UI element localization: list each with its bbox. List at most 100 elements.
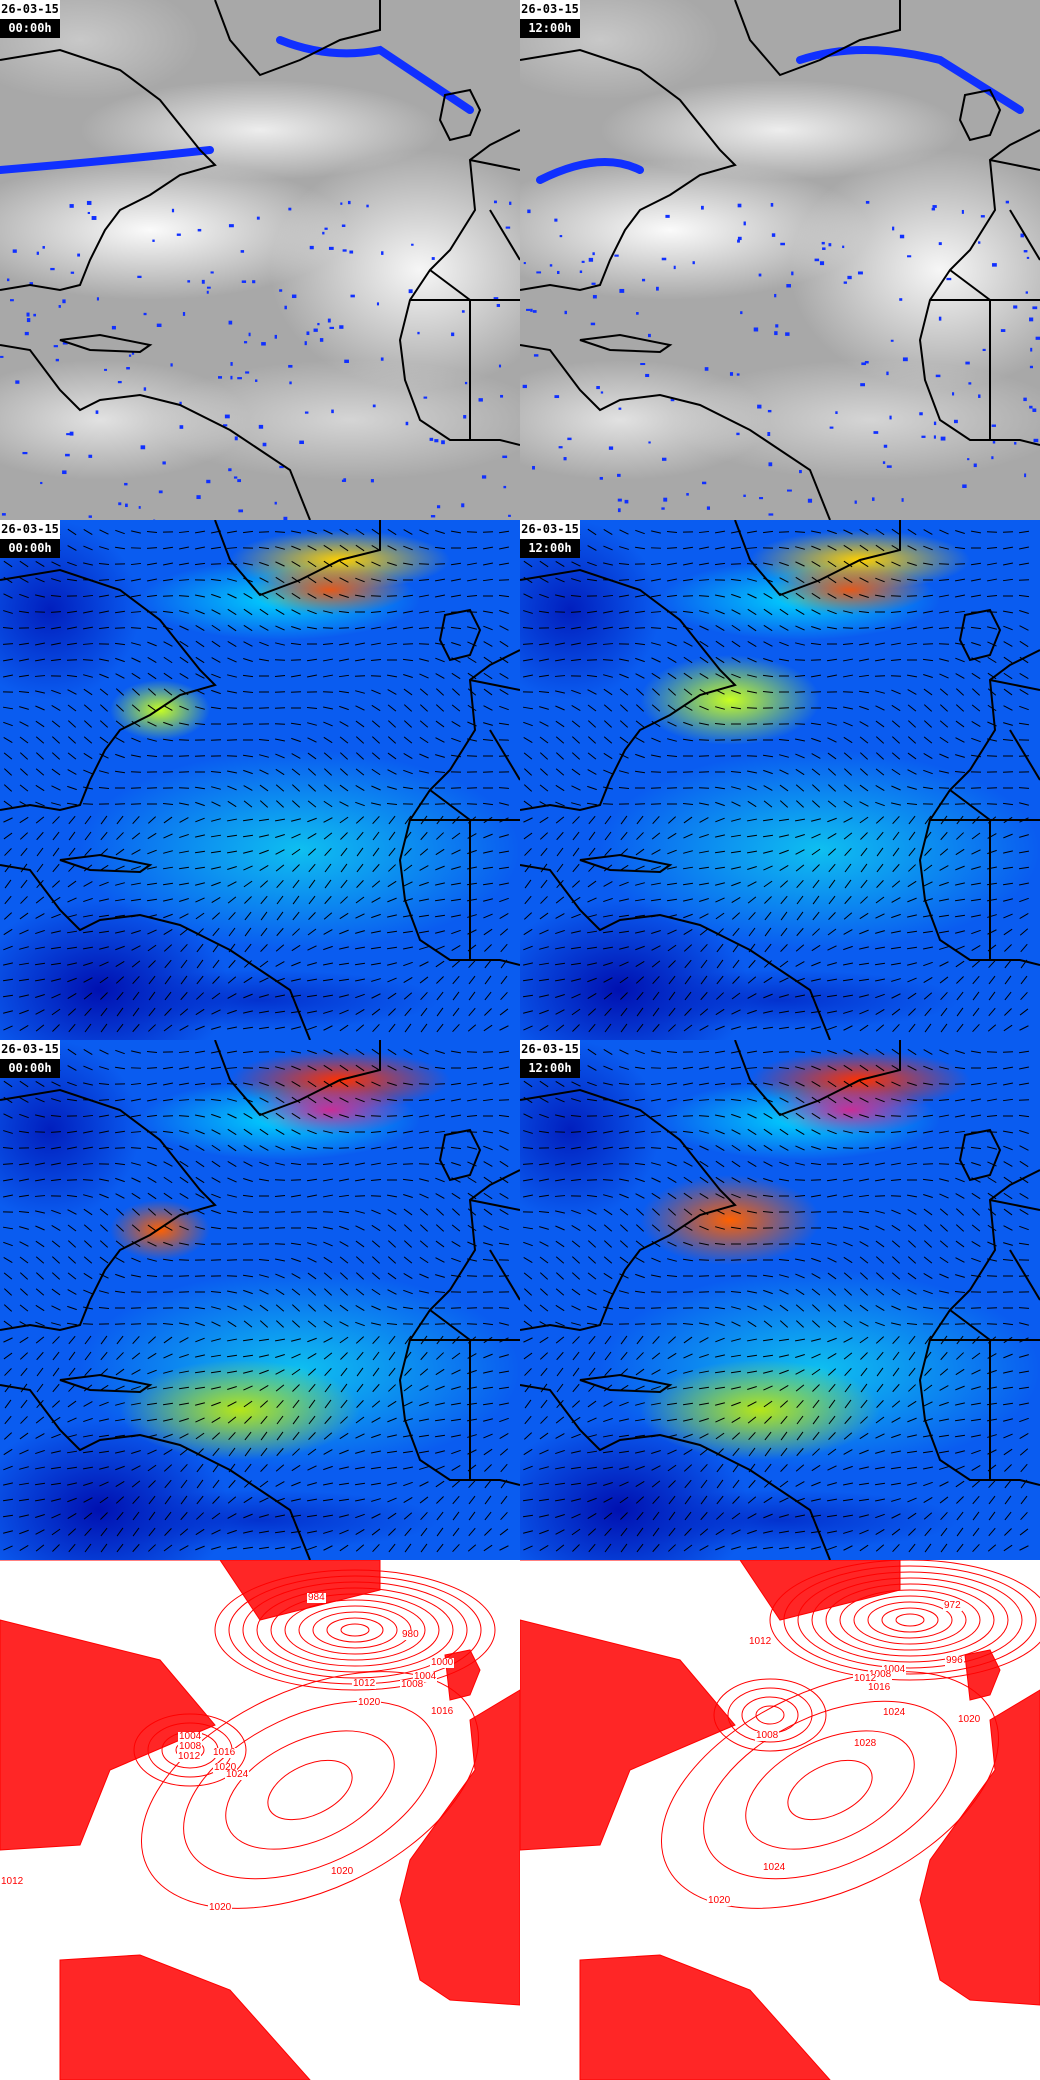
wind-arrow	[859, 1529, 869, 1535]
wind-arrow	[1004, 1495, 1012, 1505]
wind-arrow	[163, 1024, 173, 1032]
wind-arrow	[923, 1401, 933, 1407]
wind-arrow	[956, 1511, 964, 1521]
wind-arrow	[228, 1447, 236, 1457]
wind-arrow	[67, 689, 77, 695]
wind-arrow	[339, 1049, 349, 1055]
wind-arrow	[891, 802, 901, 806]
wind-arrow	[275, 546, 285, 550]
isobar	[225, 1730, 395, 1850]
wind-arrow	[306, 674, 318, 678]
wind-arrow	[587, 1065, 597, 1071]
wind-arrow	[570, 642, 582, 646]
wind-arrow	[370, 1179, 382, 1181]
field-blob	[0, 520, 140, 700]
wind-arrow	[115, 865, 125, 871]
wind-arrow	[3, 610, 13, 614]
wind-arrow	[587, 736, 597, 744]
precip-cell	[88, 515, 92, 518]
wind-arrow	[452, 1495, 460, 1505]
wind-arrow	[36, 831, 44, 841]
wind-arrow	[435, 848, 445, 856]
wind-arrow	[971, 1257, 981, 1263]
wind-arrow	[522, 994, 534, 998]
wind-arrow	[323, 945, 333, 951]
wind-arrow	[306, 978, 318, 982]
wind-arrow	[715, 706, 725, 710]
wind-arrow	[908, 1023, 916, 1033]
coastline	[520, 344, 831, 520]
wind-arrow	[604, 1543, 612, 1553]
wind-arrow	[67, 1528, 77, 1536]
wind-arrow	[938, 914, 950, 918]
wind-arrow	[51, 785, 61, 791]
wind-arrow	[260, 1415, 268, 1425]
wind-arrow	[83, 1256, 93, 1264]
wind-arrow	[339, 912, 349, 920]
wind-arrow	[844, 1367, 852, 1377]
wind-arrow	[796, 927, 804, 937]
wind-arrow	[587, 1081, 597, 1087]
wind-arrow	[260, 911, 268, 921]
wind-arrow	[540, 1416, 548, 1424]
precip-cell	[965, 361, 970, 365]
precip-cell	[304, 411, 309, 414]
wind-arrow	[211, 1177, 221, 1183]
wind-arrow	[908, 1543, 916, 1553]
wind-arrow	[115, 1450, 125, 1454]
wind-arrow	[986, 1418, 998, 1422]
wind-arrow	[859, 946, 869, 950]
wind-arrow	[178, 1370, 190, 1374]
wind-arrow	[650, 1402, 662, 1406]
wind-arrow	[794, 1338, 806, 1342]
wind-arrow	[938, 1450, 950, 1454]
wind-arrow	[538, 1162, 550, 1166]
wind-arrow	[418, 1163, 430, 1165]
wind-arrow	[812, 928, 820, 936]
wind-arrow	[922, 1146, 934, 1150]
wind-arrow	[842, 642, 854, 646]
wind-arrow	[842, 691, 854, 693]
wind-arrow	[19, 593, 29, 599]
wind-arrow	[484, 1495, 492, 1505]
wind-arrow	[827, 1320, 837, 1328]
field-blob	[110, 1200, 210, 1260]
wind-arrow	[794, 1051, 806, 1053]
wind-arrow	[651, 1050, 661, 1054]
wind-arrow	[667, 866, 677, 870]
wind-arrow	[403, 674, 413, 678]
precip-cell	[665, 214, 670, 218]
wind-arrow	[907, 1048, 917, 1056]
wind-arrow	[291, 848, 301, 856]
wind-arrow	[1018, 866, 1030, 870]
wind-arrow	[556, 831, 564, 841]
isobar-label: 1012	[853, 1673, 878, 1684]
wind-arrow	[19, 1241, 29, 1247]
wind-arrow	[618, 914, 630, 918]
wind-arrow	[683, 1176, 693, 1184]
wind-arrow	[635, 1114, 645, 1118]
wind-arrow	[450, 898, 462, 902]
wind-arrow	[434, 1130, 446, 1134]
wind-arrow	[275, 1354, 285, 1358]
wind-arrow	[498, 1066, 510, 1070]
wind-arrow	[386, 1115, 398, 1117]
wind-arrow	[403, 946, 413, 950]
wind-arrow	[651, 1465, 661, 1471]
wind-arrow	[19, 1009, 29, 1015]
wind-arrow	[764, 927, 772, 937]
wind-arrow	[355, 1433, 365, 1439]
precip-cell	[962, 484, 967, 488]
wind-arrow	[1018, 1242, 1030, 1246]
wind-arrow	[355, 1498, 365, 1502]
wind-arrow	[468, 975, 476, 985]
wind-arrow	[634, 770, 646, 774]
wind-arrow	[275, 834, 285, 838]
wind-arrow	[955, 1402, 965, 1406]
wind-arrow	[763, 1530, 773, 1534]
wind-arrow	[762, 1274, 774, 1278]
wind-arrow	[747, 770, 757, 774]
wind-arrow	[763, 593, 773, 599]
wind-arrow	[146, 594, 158, 598]
wind-arrow	[499, 656, 509, 664]
